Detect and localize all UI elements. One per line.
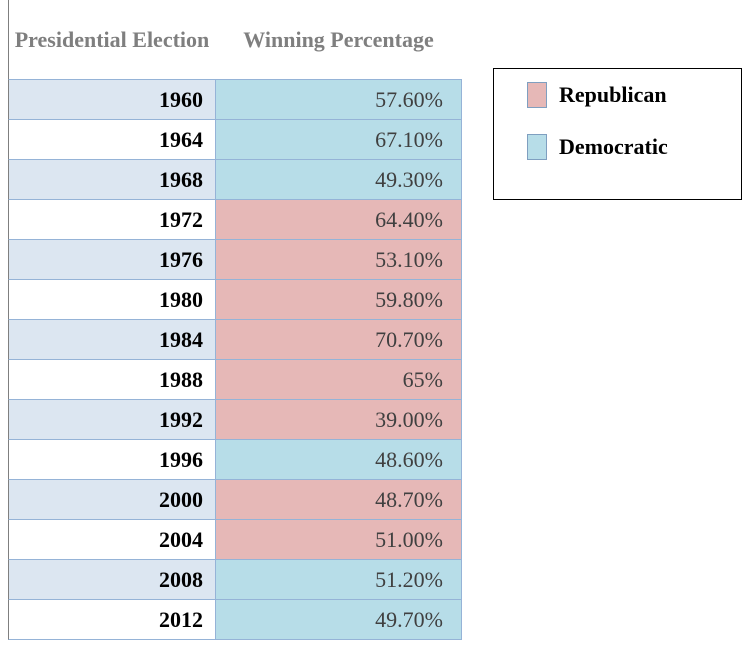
year-cell: 2008 (8, 560, 215, 600)
year-cell: 2000 (8, 480, 215, 520)
percentage-cell: 51.20% (215, 560, 462, 600)
percentage-cell: 48.60% (215, 440, 462, 480)
percentage-cell: 59.80% (215, 280, 462, 320)
year-cell: 1960 (8, 80, 215, 120)
legend: Republican Democratic (493, 68, 742, 200)
year-cell: 1988 (8, 360, 215, 400)
year-cell: 1984 (8, 320, 215, 360)
percentage-cell: 49.70% (215, 600, 462, 640)
column-header: Winning Percentage (215, 0, 462, 80)
year-cell: 2004 (8, 520, 215, 560)
legend-swatch (527, 134, 547, 160)
year-cell: 1992 (8, 400, 215, 440)
percentage-cell: 53.10% (215, 240, 462, 280)
percentage-cell: 51.00% (215, 520, 462, 560)
legend-item: Democratic (527, 133, 668, 161)
percentage-cell: 64.40% (215, 200, 462, 240)
percentage-cell: 65% (215, 360, 462, 400)
percentage-cell: 48.70% (215, 480, 462, 520)
year-cell: 1972 (8, 200, 215, 240)
percentage-cell: 67.10% (215, 120, 462, 160)
column-header: Presidential Election (8, 0, 215, 80)
year-cell: 2012 (8, 600, 215, 640)
legend-label: Democratic (559, 134, 668, 159)
percentage-cell: 70.70% (215, 320, 462, 360)
percentage-cell: 49.30% (215, 160, 462, 200)
year-cell: 1980 (8, 280, 215, 320)
legend-swatch (527, 82, 547, 108)
percentage-cell: 39.00% (215, 400, 462, 440)
percentage-cell: 57.60% (215, 80, 462, 120)
year-cell: 1964 (8, 120, 215, 160)
legend-item: Republican (527, 81, 667, 109)
year-cell: 1968 (8, 160, 215, 200)
year-cell: 1996 (8, 440, 215, 480)
legend-label: Republican (559, 82, 667, 107)
year-cell: 1976 (8, 240, 215, 280)
